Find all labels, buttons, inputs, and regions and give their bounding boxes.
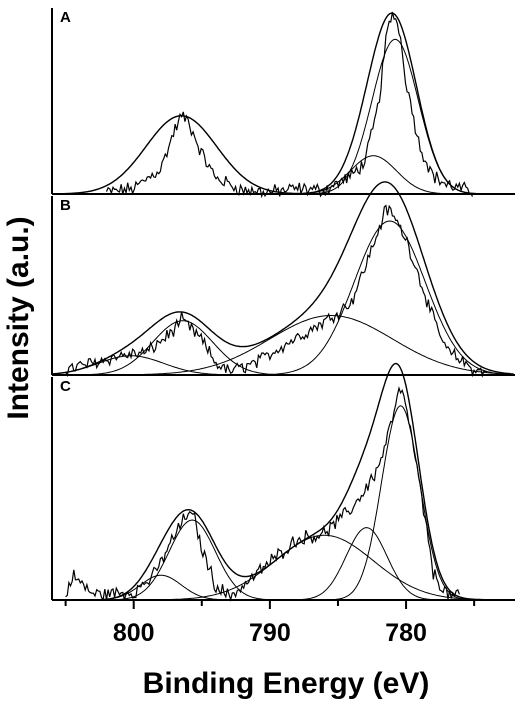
fit-envelope — [52, 362, 514, 601]
fit-component-3 — [86, 315, 514, 376]
x-tick-label: 800 — [113, 619, 155, 647]
x-axis-title: Binding Energy (eV) — [143, 667, 430, 700]
fit-component-2 — [62, 320, 302, 376]
panel-c: C — [51, 362, 515, 602]
fit-component-3 — [128, 534, 514, 601]
fit-component-4 — [248, 220, 514, 376]
x-tick-label: 790 — [249, 619, 291, 647]
panel-label: B — [60, 197, 71, 214]
fit-component-2 — [99, 519, 284, 601]
raw-spectrum — [65, 204, 488, 378]
fit-component-2 — [302, 38, 487, 195]
fit-component-4 — [284, 527, 447, 601]
fit-envelope — [51, 181, 514, 375]
panel-label: A — [60, 9, 71, 26]
panel-a: A — [51, 8, 515, 199]
raw-spectrum — [65, 386, 460, 602]
panel-b: B — [51, 181, 515, 378]
fit-component-5 — [324, 405, 476, 601]
y-axis-title: Intensity (a.u.) — [2, 216, 35, 419]
panels-group: A B C — [51, 8, 515, 602]
panel-label: C — [60, 378, 71, 395]
fit-envelope — [52, 12, 514, 195]
x-axis: 800 790 780 — [64, 600, 476, 647]
raw-spectrum — [105, 11, 474, 199]
x-tick-label: 780 — [385, 619, 427, 647]
fit-component-1 — [52, 115, 322, 195]
